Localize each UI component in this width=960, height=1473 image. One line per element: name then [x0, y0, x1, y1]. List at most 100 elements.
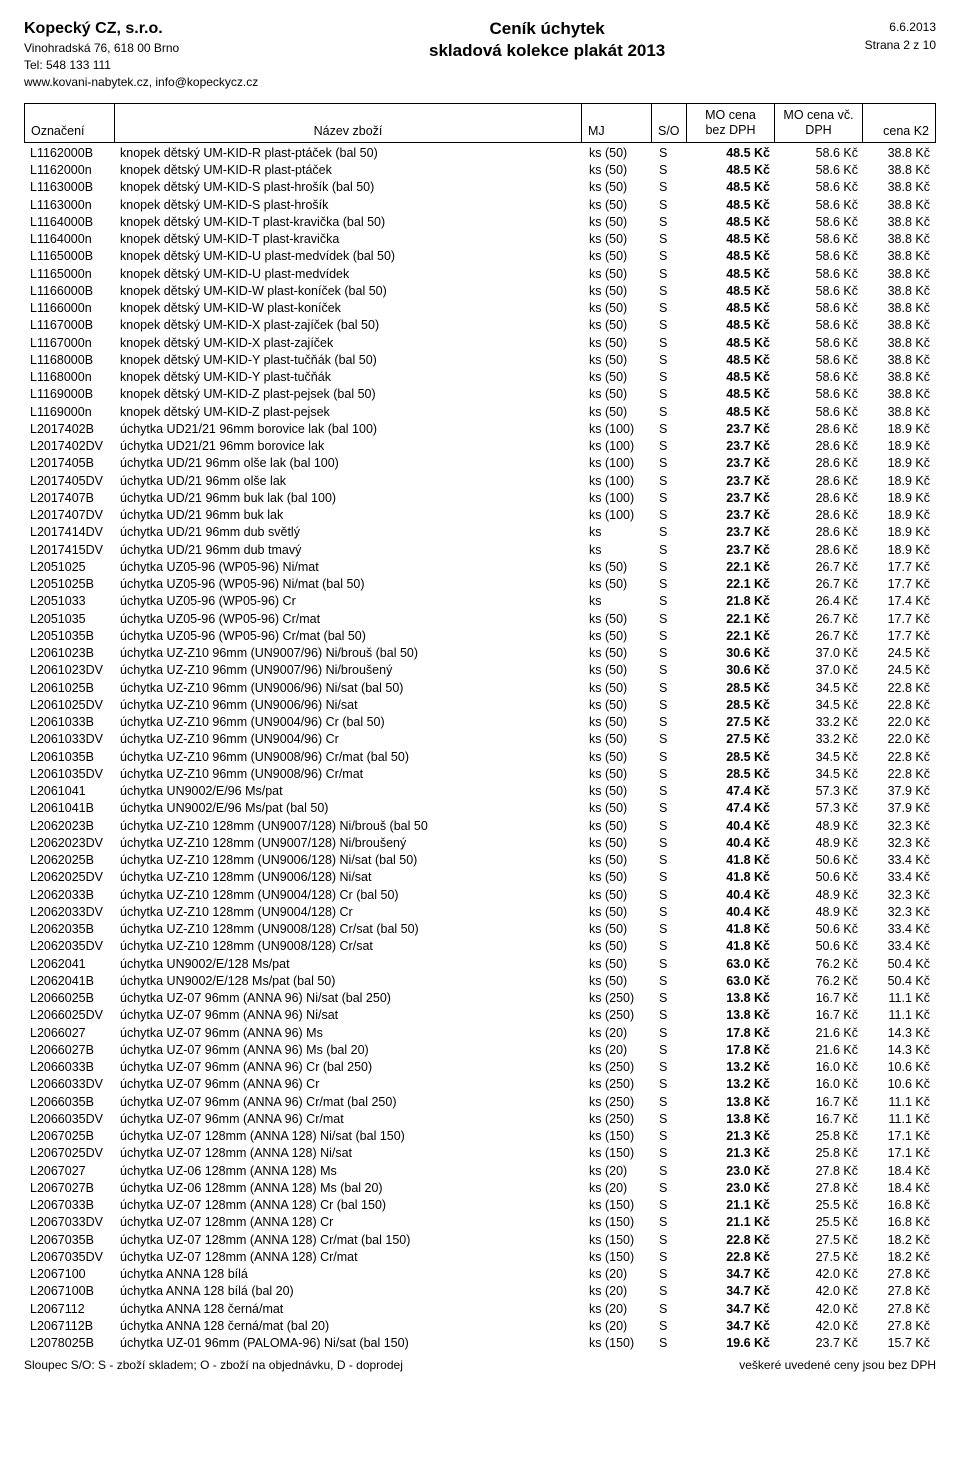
cell-so: S — [653, 1025, 688, 1042]
cell-k2: 22.0 Kč — [864, 731, 936, 748]
table-header: Označení Název zboží MJ S/O MO cena bez … — [24, 103, 936, 143]
table-row: L2078025Búchytka UZ-01 96mm (PALOMA-96) … — [24, 1335, 936, 1352]
cell-code: L2066033B — [24, 1059, 114, 1076]
cell-so: S — [653, 1094, 688, 1111]
cell-mo: 40.4 Kč — [688, 904, 776, 921]
cell-so: S — [653, 852, 688, 869]
cell-mo: 41.8 Kč — [688, 852, 776, 869]
cell-name: úchytka UZ-07 96mm (ANNA 96) Cr/mat (bal… — [114, 1094, 583, 1111]
table-row: L2062023Búchytka UZ-Z10 128mm (UN9007/12… — [24, 818, 936, 835]
cell-name: úchytka UZ-07 96mm (ANNA 96) Ni/sat — [114, 1007, 583, 1024]
cell-name: úchytka ANNA 128 černá/mat (bal 20) — [114, 1318, 583, 1335]
cell-mj: ks (20) — [583, 1025, 653, 1042]
cell-code: L1165000n — [24, 266, 114, 283]
table-row: L1163000nknopek dětský UM-KID-S plast-hr… — [24, 197, 936, 214]
cell-so: S — [653, 438, 688, 455]
cell-name: úchytka UD21/21 96mm borovice lak — [114, 438, 583, 455]
cell-k2: 33.4 Kč — [864, 869, 936, 886]
cell-k2: 27.8 Kč — [864, 1266, 936, 1283]
cell-k2: 33.4 Kč — [864, 852, 936, 869]
cell-so: S — [653, 507, 688, 524]
cell-name: úchytka UZ-Z10 96mm (UN9007/96) Ni/brouš… — [114, 662, 583, 679]
cell-so: S — [653, 559, 688, 576]
cell-mj: ks (250) — [583, 1059, 653, 1076]
cell-name: knopek dětský UM-KID-R plast-ptáček (bal… — [114, 145, 583, 162]
cell-mo: 27.5 Kč — [688, 731, 776, 748]
cell-dph: 26.7 Kč — [776, 559, 864, 576]
cell-so: S — [653, 938, 688, 955]
cell-k2: 32.3 Kč — [864, 904, 936, 921]
cell-mo: 19.6 Kč — [688, 1335, 776, 1352]
cell-mj: ks (50) — [583, 300, 653, 317]
cell-code: L2061033B — [24, 714, 114, 731]
cell-code: L1169000n — [24, 404, 114, 421]
cell-dph: 58.6 Kč — [776, 145, 864, 162]
cell-mo: 47.4 Kč — [688, 800, 776, 817]
cell-dph: 42.0 Kč — [776, 1266, 864, 1283]
cell-so: S — [653, 162, 688, 179]
cell-so: S — [653, 1180, 688, 1197]
cell-k2: 38.8 Kč — [864, 145, 936, 162]
cell-name: úchytka UZ-Z10 96mm (UN9008/96) Cr/mat — [114, 766, 583, 783]
cell-mj: ks (50) — [583, 835, 653, 852]
cell-dph: 50.6 Kč — [776, 921, 864, 938]
cell-mo: 48.5 Kč — [688, 283, 776, 300]
cell-code: L2061033DV — [24, 731, 114, 748]
cell-mj: ks (250) — [583, 1094, 653, 1111]
cell-code: L2067112B — [24, 1318, 114, 1335]
cell-so: S — [653, 714, 688, 731]
cell-dph: 34.5 Kč — [776, 766, 864, 783]
cell-k2: 16.8 Kč — [864, 1197, 936, 1214]
cell-so: S — [653, 904, 688, 921]
cell-name: úchytka UZ-Z10 96mm (UN9006/96) Ni/sat (… — [114, 680, 583, 697]
cell-name: úchytka UZ-01 96mm (PALOMA-96) Ni/sat (b… — [114, 1335, 583, 1352]
cell-mj: ks (150) — [583, 1197, 653, 1214]
cell-so: S — [653, 1163, 688, 1180]
cell-mj: ks (50) — [583, 680, 653, 697]
table-row: L2017407DVúchytka UD/21 96mm buk lakks (… — [24, 507, 936, 524]
cell-k2: 38.8 Kč — [864, 283, 936, 300]
cell-code: L2051035B — [24, 628, 114, 645]
cell-dph: 42.0 Kč — [776, 1301, 864, 1318]
cell-mj: ks (100) — [583, 455, 653, 472]
cell-code: L2061035B — [24, 749, 114, 766]
cell-so: S — [653, 524, 688, 541]
cell-mo: 48.5 Kč — [688, 145, 776, 162]
cell-mj: ks (50) — [583, 283, 653, 300]
cell-mo: 48.5 Kč — [688, 179, 776, 196]
cell-k2: 33.4 Kč — [864, 921, 936, 938]
table-row: L2051035úchytka UZ05-96 (WP05-96) Cr/mat… — [24, 611, 936, 628]
cell-k2: 18.9 Kč — [864, 438, 936, 455]
cell-name: úchytka UZ-Z10 96mm (UN9008/96) Cr/mat (… — [114, 749, 583, 766]
cell-so: S — [653, 1042, 688, 1059]
cell-name: knopek dětský UM-KID-S plast-hrošík — [114, 197, 583, 214]
table-row: L2061033DVúchytka UZ-Z10 96mm (UN9004/96… — [24, 731, 936, 748]
cell-mo: 23.7 Kč — [688, 490, 776, 507]
cell-name: úchytka UZ-Z10 96mm (UN9006/96) Ni/sat — [114, 697, 583, 714]
cell-code: L2061023B — [24, 645, 114, 662]
table-row: L2061035Búchytka UZ-Z10 96mm (UN9008/96)… — [24, 749, 936, 766]
table-row: L2062035Búchytka UZ-Z10 128mm (UN9008/12… — [24, 921, 936, 938]
table-row: L2062041úchytka UN9002/E/128 Ms/patks (5… — [24, 956, 936, 973]
table-row: L2066025Búchytka UZ-07 96mm (ANNA 96) Ni… — [24, 990, 936, 1007]
cell-mj: ks (150) — [583, 1232, 653, 1249]
cell-name: knopek dětský UM-KID-S plast-hrošík (bal… — [114, 179, 583, 196]
cell-code: L1163000B — [24, 179, 114, 196]
cell-code: L2066033DV — [24, 1076, 114, 1093]
cell-so: S — [653, 1283, 688, 1300]
cell-mj: ks (20) — [583, 1180, 653, 1197]
cell-mj: ks (50) — [583, 162, 653, 179]
cell-code: L2066027 — [24, 1025, 114, 1042]
table-row: L2061025Búchytka UZ-Z10 96mm (UN9006/96)… — [24, 680, 936, 697]
cell-name: úchytka UZ-07 128mm (ANNA 128) Cr — [114, 1214, 583, 1231]
table-row: L2062033Búchytka UZ-Z10 128mm (UN9004/12… — [24, 887, 936, 904]
cell-so: S — [653, 214, 688, 231]
cell-mo: 13.8 Kč — [688, 1007, 776, 1024]
cell-mo: 48.5 Kč — [688, 300, 776, 317]
cell-mo: 48.5 Kč — [688, 162, 776, 179]
table-row: L2017402Búchytka UD21/21 96mm borovice l… — [24, 421, 936, 438]
cell-dph: 57.3 Kč — [776, 783, 864, 800]
cell-code: L2067033B — [24, 1197, 114, 1214]
cell-mo: 48.5 Kč — [688, 369, 776, 386]
cell-dph: 26.7 Kč — [776, 576, 864, 593]
